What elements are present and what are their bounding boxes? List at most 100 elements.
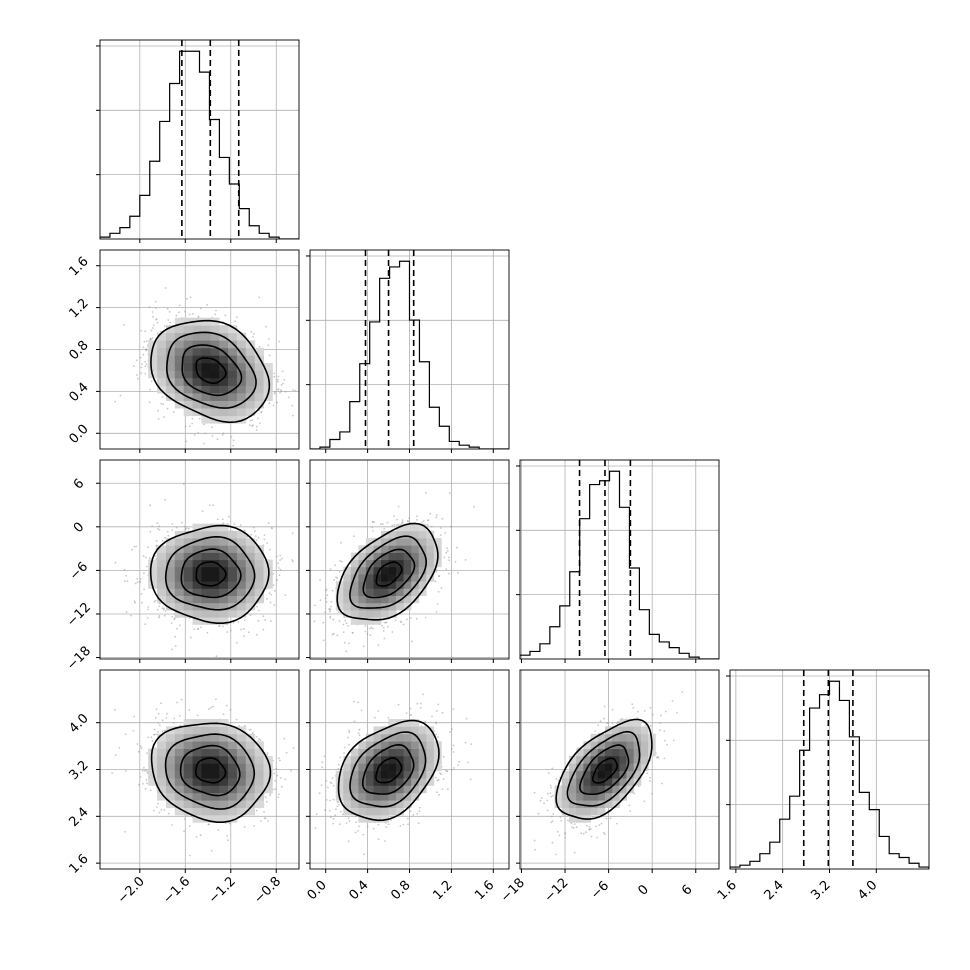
density-cell (236, 602, 247, 611)
scatter-point (134, 601, 137, 604)
scatter-point (300, 812, 302, 814)
density-cell (597, 770, 606, 779)
scatter-point (144, 372, 147, 375)
density-cell (245, 778, 256, 786)
density-cell (373, 617, 382, 625)
scatter-point (260, 411, 262, 414)
scatter-point (325, 601, 328, 603)
density-cell (228, 566, 238, 575)
scatter-point (338, 571, 341, 573)
density-cell (619, 755, 627, 764)
scatter-point (373, 521, 375, 524)
density-cell (183, 385, 193, 394)
scatter-point (156, 806, 158, 808)
scatter-point (198, 417, 201, 420)
scatter-point (275, 555, 278, 558)
density-cell (166, 545, 176, 553)
scatter-point (145, 769, 148, 772)
density-cell (201, 393, 211, 401)
scatter-point (144, 556, 147, 559)
density-cell (381, 785, 389, 794)
scatter-point (167, 812, 170, 815)
density-cell (192, 581, 202, 589)
contour-1-0-3 (150, 319, 271, 424)
scatter-point (149, 337, 152, 340)
density-cell (236, 792, 247, 801)
scatter-point (332, 822, 334, 825)
scatter-point (280, 390, 283, 393)
scatter-point (263, 538, 266, 541)
density-cell (183, 610, 193, 618)
density-cell (157, 778, 167, 786)
contour-3-2-0 (591, 757, 619, 784)
density-cell (236, 807, 247, 816)
density-cell (411, 748, 420, 757)
scatter-point (597, 724, 600, 727)
density-cell (373, 785, 382, 794)
scatter-point (154, 747, 157, 749)
scatter-point (277, 375, 280, 378)
density-cell (396, 581, 404, 589)
density-cell (166, 566, 176, 575)
scatter-point (637, 785, 640, 788)
scatter-point (418, 806, 421, 809)
density-cell (228, 748, 238, 757)
scatter-point (232, 439, 235, 442)
scatter-point (372, 530, 375, 532)
ytick-label-3-0: 1.6 (66, 852, 91, 877)
density-cell (236, 552, 247, 561)
density-cell (166, 800, 176, 808)
density-cell (201, 355, 211, 364)
density-cell (236, 574, 247, 582)
density-cell (388, 733, 397, 742)
density-cell (192, 792, 202, 801)
density-cell (426, 733, 435, 742)
scatter-point (274, 779, 277, 782)
density-cell (157, 595, 167, 604)
scatter-point (445, 568, 448, 570)
density-cell (365, 545, 374, 553)
density-cell (633, 741, 642, 749)
density-cell (192, 559, 202, 568)
density-cell (612, 726, 620, 735)
density-cell (174, 778, 185, 786)
density-cell (388, 755, 397, 764)
density-cell (157, 755, 167, 764)
scatter-point (262, 615, 265, 618)
scatter-point (339, 756, 342, 759)
density-cell (335, 602, 344, 611)
density-cell (403, 755, 412, 764)
density-cell (201, 588, 211, 596)
density-cell (418, 581, 427, 589)
scatter-point (182, 483, 185, 485)
scatter-point (409, 714, 411, 716)
contour-3-0-1 (179, 744, 241, 797)
scatter-point (146, 752, 148, 754)
density-cell (350, 785, 359, 794)
density-cell (201, 595, 211, 604)
density-cell (201, 602, 211, 611)
panel-0-0-content (100, 40, 299, 239)
density-cell (192, 340, 202, 349)
density-cell (219, 814, 229, 823)
scatter-point (211, 426, 213, 429)
scatter-point (173, 617, 176, 619)
scatter-point (358, 728, 361, 731)
density-cell (157, 355, 167, 364)
scatter-point (221, 434, 224, 436)
panel-2-0-content (100, 460, 299, 659)
scatter-point (185, 527, 188, 530)
scatter-point (422, 520, 425, 522)
panel-3-0: 1.62.43.24.0−2.0 −1.6 −1.2 −0.8 (66, 669, 302, 907)
density-cell (183, 566, 193, 575)
scatter-point (357, 830, 359, 832)
scatter-point (391, 631, 394, 633)
density-cell (350, 566, 359, 575)
scatter-point (371, 521, 374, 523)
xtick-label-1-0: 0.0 (305, 878, 330, 903)
density-cell (236, 340, 247, 349)
contour-2-0-3 (149, 524, 270, 624)
scatter-point (651, 713, 654, 716)
density-cell (381, 792, 389, 801)
scatter-point (184, 310, 186, 313)
